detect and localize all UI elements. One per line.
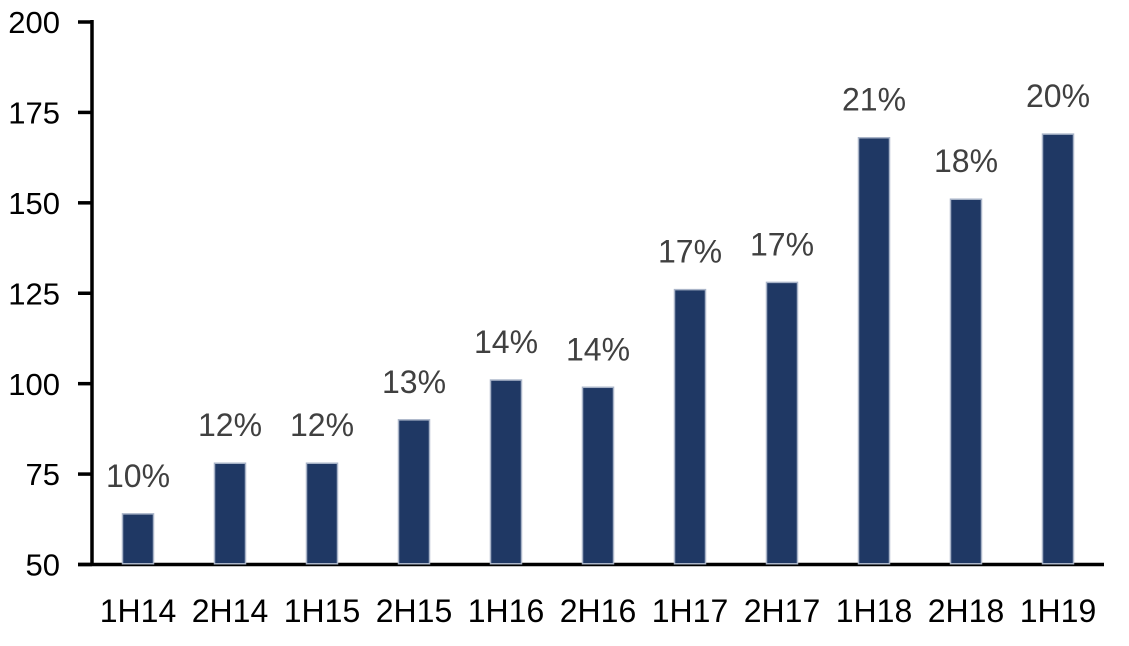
bar-value-label: 10% xyxy=(106,458,170,494)
bar xyxy=(121,513,155,565)
y-axis-tick-label: 125 xyxy=(8,276,60,311)
x-axis-label: 1H15 xyxy=(284,593,361,629)
bar-value-label: 18% xyxy=(934,143,998,179)
bar xyxy=(1041,133,1075,565)
bar-value-label: 13% xyxy=(382,364,446,400)
y-axis-tick-label: 50 xyxy=(26,548,60,583)
x-axis-label: 2H18 xyxy=(928,593,1005,629)
bar-value-label: 14% xyxy=(474,324,538,360)
x-axis-label: 2H14 xyxy=(192,593,269,629)
x-axis-label: 2H15 xyxy=(376,593,453,629)
bar-value-label: 14% xyxy=(566,331,630,367)
x-axis-label: 2H16 xyxy=(560,593,637,629)
bar-value-label: 17% xyxy=(750,226,814,262)
y-axis-tick-label: 75 xyxy=(26,457,60,492)
bar xyxy=(213,462,247,565)
bar xyxy=(673,288,707,565)
x-axis-label: 2H17 xyxy=(744,593,821,629)
x-axis-label: 1H17 xyxy=(652,593,729,629)
bar xyxy=(949,198,983,565)
bar-value-label: 21% xyxy=(842,82,906,118)
bar-value-label: 20% xyxy=(1026,78,1090,114)
bar xyxy=(305,462,339,565)
bar xyxy=(397,419,431,565)
bar xyxy=(581,386,615,565)
x-axis-label: 1H19 xyxy=(1020,593,1097,629)
y-axis-tick-label: 150 xyxy=(8,186,60,221)
bar xyxy=(765,281,799,565)
bar-value-label: 12% xyxy=(198,407,262,443)
x-axis-label: 1H14 xyxy=(100,593,177,629)
y-axis-tick-label: 100 xyxy=(8,367,60,402)
bar xyxy=(857,136,891,565)
y-axis-tick-label: 175 xyxy=(8,96,60,131)
bar-value-label: 12% xyxy=(290,407,354,443)
y-axis-tick-label: 200 xyxy=(8,5,60,40)
bar-value-label: 17% xyxy=(658,234,722,270)
x-axis-label: 1H18 xyxy=(836,593,913,629)
x-axis-label: 1H16 xyxy=(468,593,545,629)
bar xyxy=(489,379,523,565)
